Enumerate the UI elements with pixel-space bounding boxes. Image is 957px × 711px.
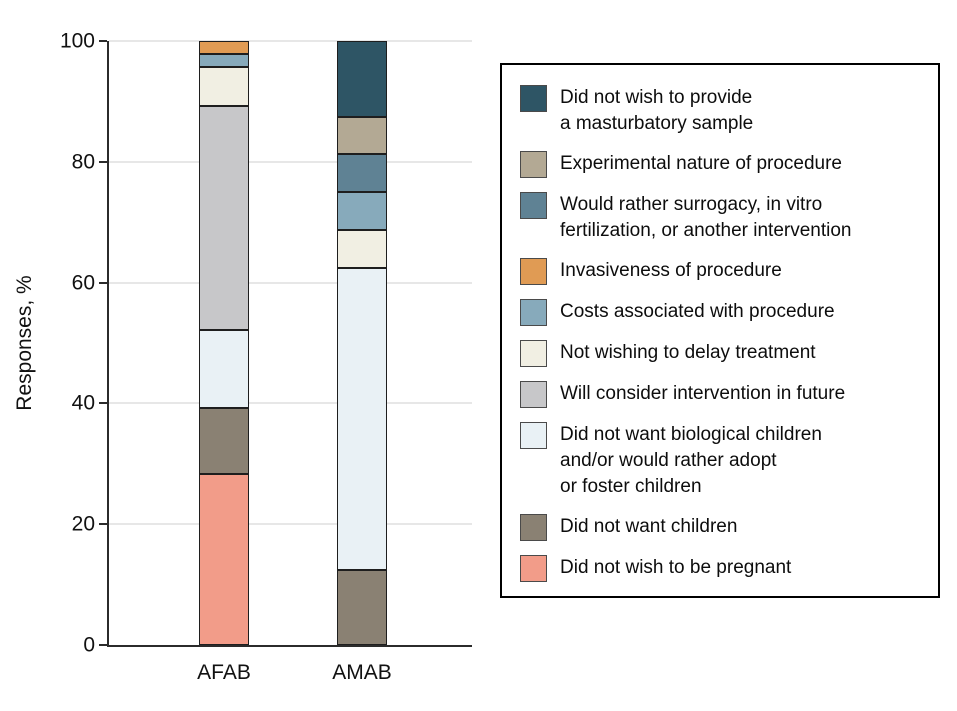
legend-swatch [520,555,547,582]
x-tick-label-amab: AMAB [332,661,392,684]
bar-segment [337,154,387,192]
y-tick-label-60: 60 [71,271,95,295]
legend-swatch [520,514,547,541]
legend-swatch [520,258,547,285]
y-tick-80 [99,160,107,163]
legend-row: Did not want biological children and/or … [520,422,924,500]
gridline-40 [109,402,472,405]
y-tick-100 [99,40,107,42]
bar-segment [337,569,387,645]
legend-label: Did not want children [560,516,738,537]
legend-row: Did not wish to be pregnant [520,555,924,582]
y-tick-label-100: 100 [59,29,95,53]
bar-segment [337,192,387,230]
gridline-20 [109,523,472,526]
legend-row: Did not wish to provide a masturbatory s… [520,85,924,137]
legend-row: Experimental nature of procedure [520,151,924,178]
x-tick-label-afab: AFAB [197,661,251,684]
gridline-100 [109,40,472,42]
legend-swatch [520,151,547,178]
bar-amab [337,41,387,645]
legend-row: Would rather surrogacy, in vitro fertili… [520,192,924,244]
bar-afab [199,41,249,645]
bar-segment [199,106,249,330]
y-axis-title: Responses, % [13,275,36,411]
legend-swatch [520,422,547,449]
y-tick-label-0: 0 [83,633,95,657]
legend-row: Not wishing to delay treatment [520,340,924,367]
legend-row: Invasiveness of procedure [520,258,924,285]
legend-swatch [520,381,547,408]
bar-segment [337,41,387,117]
legend-label: Would rather surrogacy, in vitro fertili… [560,194,852,241]
legend-label: Experimental nature of procedure [560,153,842,174]
bar-segment [199,408,249,475]
gridline-60 [109,281,472,284]
bar-segment [199,41,249,54]
y-tick-0 [99,644,107,646]
legend-swatch [520,192,547,219]
legend-swatch [520,340,547,367]
plot-area: 0 20 40 60 80 100 AFAB AMAB [60,31,472,684]
legend-label: Did not wish to provide a masturbatory s… [560,87,754,134]
bar-segment [337,267,387,570]
legend-label: Did not wish to be pregnant [560,557,792,578]
legend-row: Will consider intervention in future [520,381,924,408]
legend-label: Will consider intervention in future [560,383,846,404]
legend-swatch [520,299,547,326]
y-tick-20 [99,523,107,526]
legend-label: Did not want biological children and/or … [560,424,822,497]
bar-segment [337,116,387,155]
legend-label: Invasiveness of procedure [560,260,782,281]
bar-segment [199,66,249,107]
legend-swatch [520,85,547,112]
bar-segment [199,474,249,645]
y-tick-60 [99,281,107,284]
y-tick-40 [99,402,107,405]
legend-row: Costs associated with procedure [520,299,924,326]
gridline-80 [109,160,472,163]
y-tick-label-80: 80 [71,150,95,174]
legend-label: Not wishing to delay treatment [560,342,816,363]
bar-segment [199,53,249,67]
y-tick-label-40: 40 [71,391,95,415]
legend-row: Did not want children [520,514,924,541]
legend-label: Costs associated with procedure [560,301,835,322]
bar-segment [199,329,249,409]
legend-box: Did not wish to provide a masturbatory s… [500,63,940,598]
y-tick-label-20: 20 [71,512,95,536]
bar-segment [337,229,387,268]
